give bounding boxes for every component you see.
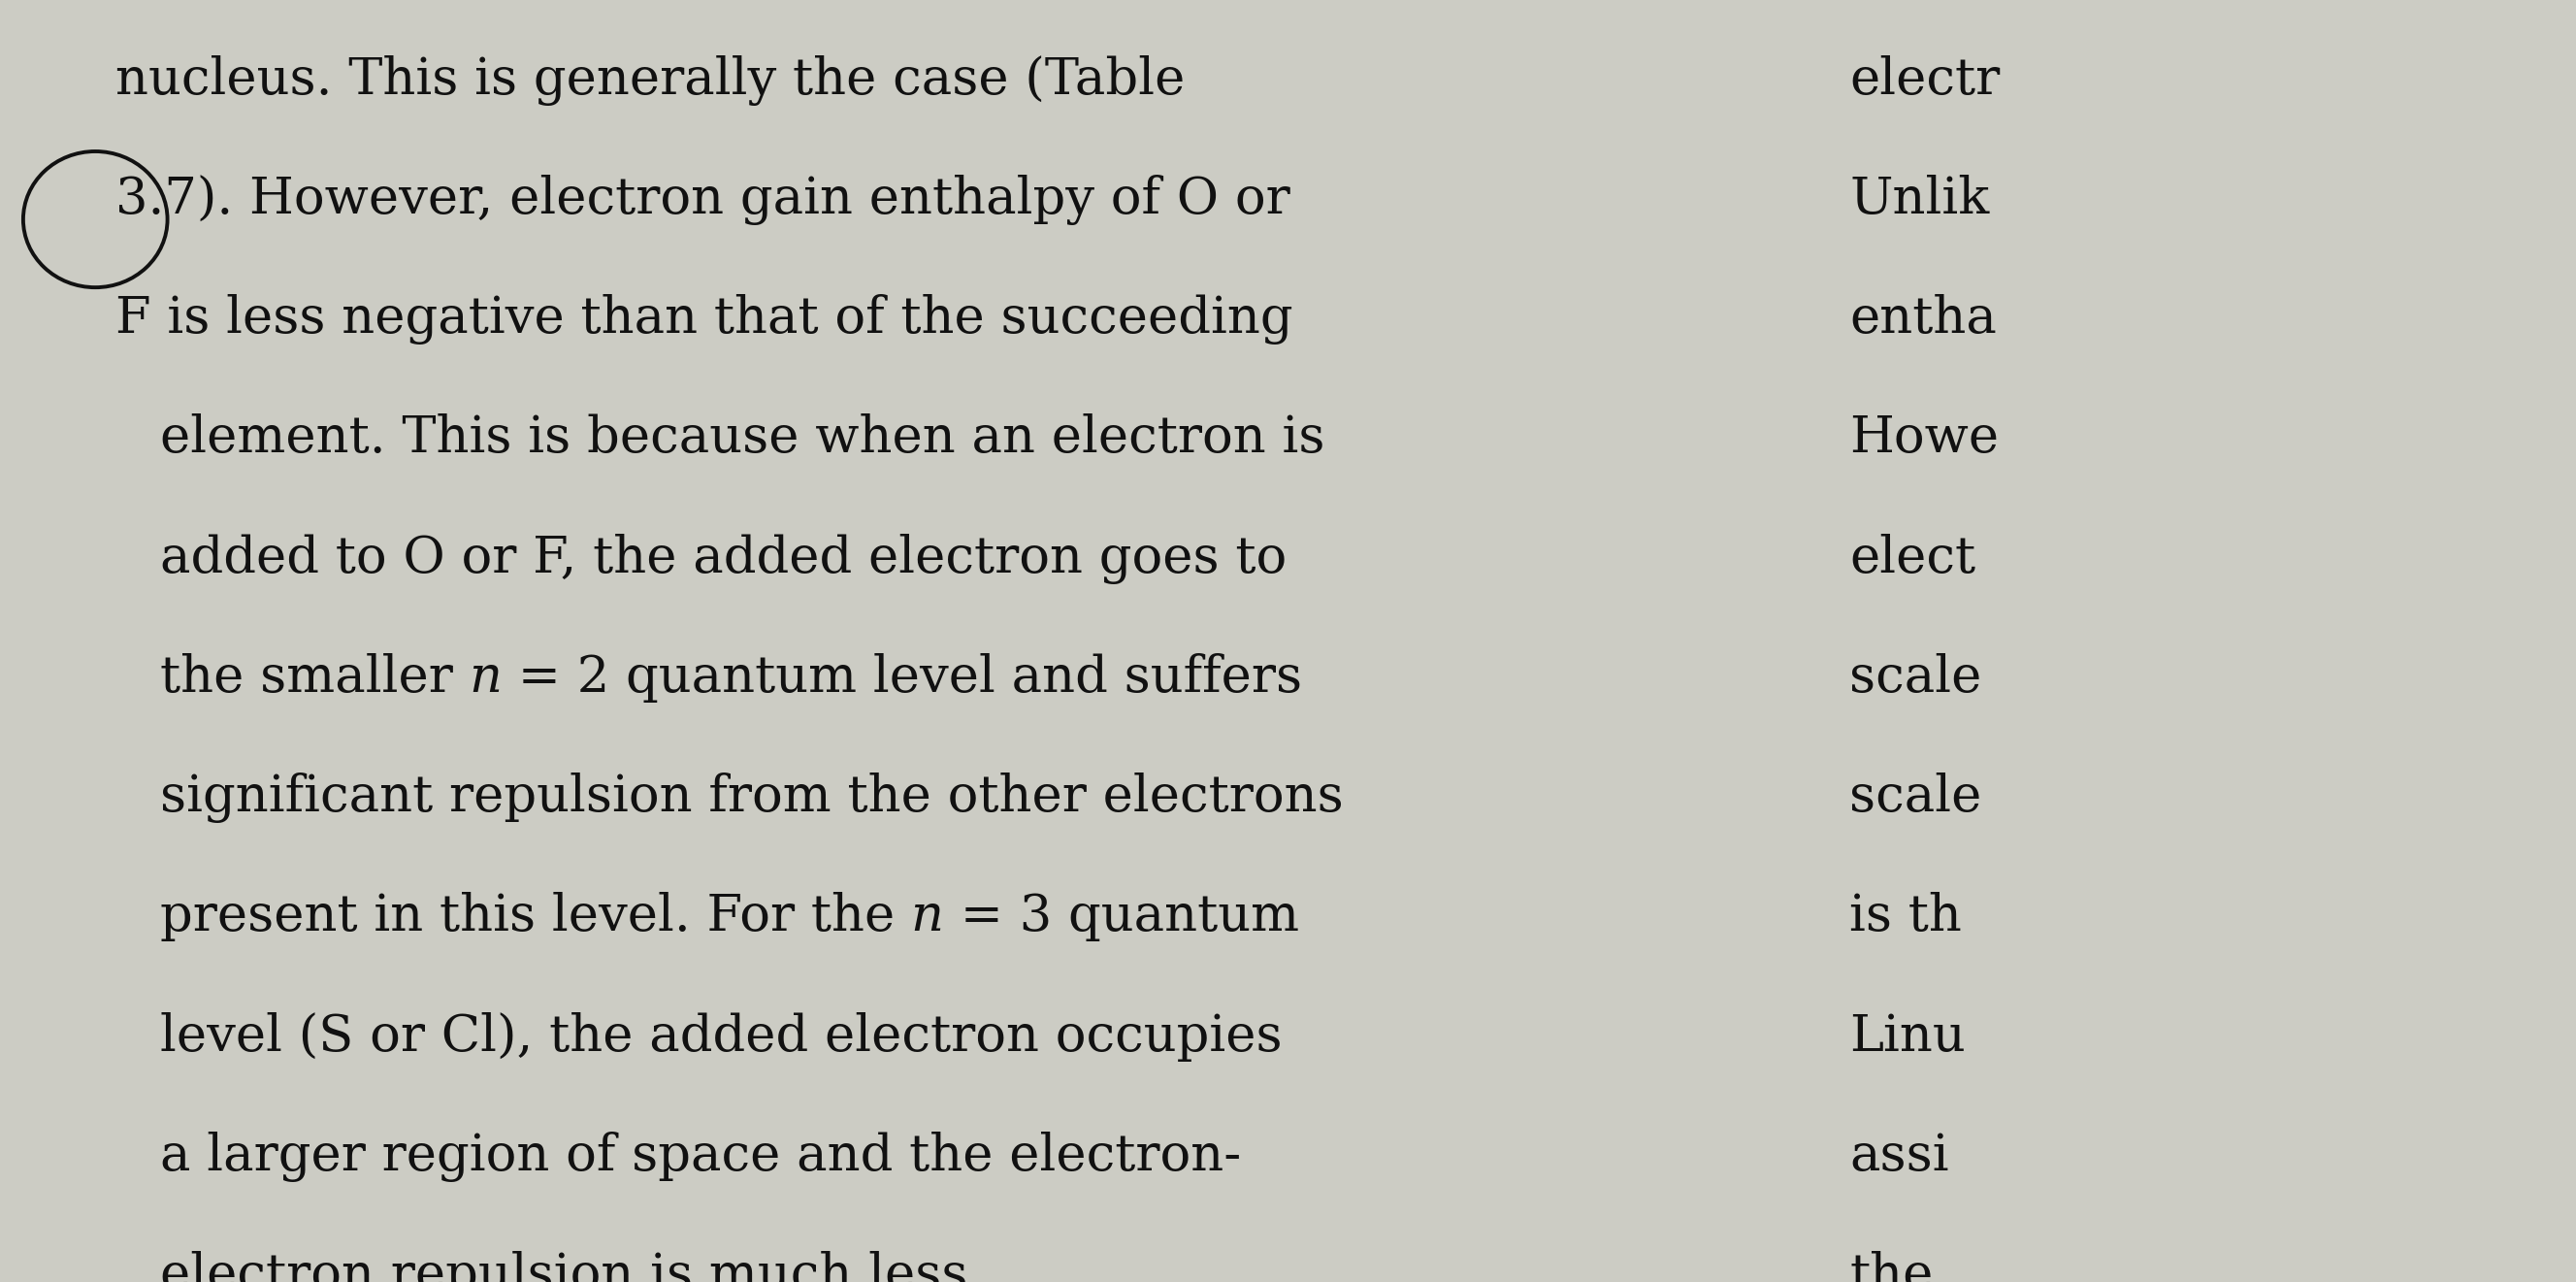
Text: the smaller: the smaller: [160, 653, 469, 703]
Text: element. This is because when an electron is: element. This is because when an electro…: [160, 414, 1324, 463]
Text: present in this level. For the: present in this level. For the: [160, 892, 912, 942]
Text: n: n: [912, 892, 943, 942]
Text: electr: electr: [1850, 55, 1999, 105]
Text: added to O or F, the added electron goes to: added to O or F, the added electron goes…: [160, 533, 1285, 583]
Text: = 3 quantum: = 3 quantum: [943, 892, 1298, 942]
Text: scale: scale: [1850, 653, 1981, 703]
Text: is th: is th: [1850, 892, 1963, 942]
Text: Linu: Linu: [1850, 1011, 1965, 1061]
Text: F is less negative than that of the succeeding: F is less negative than that of the succ…: [116, 294, 1293, 345]
Text: scale: scale: [1850, 773, 1981, 822]
Text: level (S or Cl), the added electron occupies: level (S or Cl), the added electron occu…: [160, 1011, 1283, 1061]
Text: the: the: [1850, 1251, 1935, 1282]
Text: Howe: Howe: [1850, 414, 1999, 463]
Text: assi: assi: [1850, 1132, 1950, 1181]
Text: nucleus. This is generally the case (Table: nucleus. This is generally the case (Tab…: [116, 55, 1185, 105]
Text: significant repulsion from the other electrons: significant repulsion from the other ele…: [160, 773, 1342, 823]
Text: entha: entha: [1850, 294, 1996, 344]
Text: n: n: [469, 653, 502, 703]
Text: Unlik: Unlik: [1850, 174, 1989, 224]
Text: a larger region of space and the electron-: a larger region of space and the electro…: [160, 1132, 1242, 1182]
Text: = 2 quantum level and suffers: = 2 quantum level and suffers: [502, 653, 1303, 703]
Text: 3.7). However, electron gain enthalpy of O or: 3.7). However, electron gain enthalpy of…: [116, 174, 1291, 226]
Text: elect: elect: [1850, 533, 1976, 583]
Text: electron repulsion is much less.: electron repulsion is much less.: [160, 1251, 984, 1282]
